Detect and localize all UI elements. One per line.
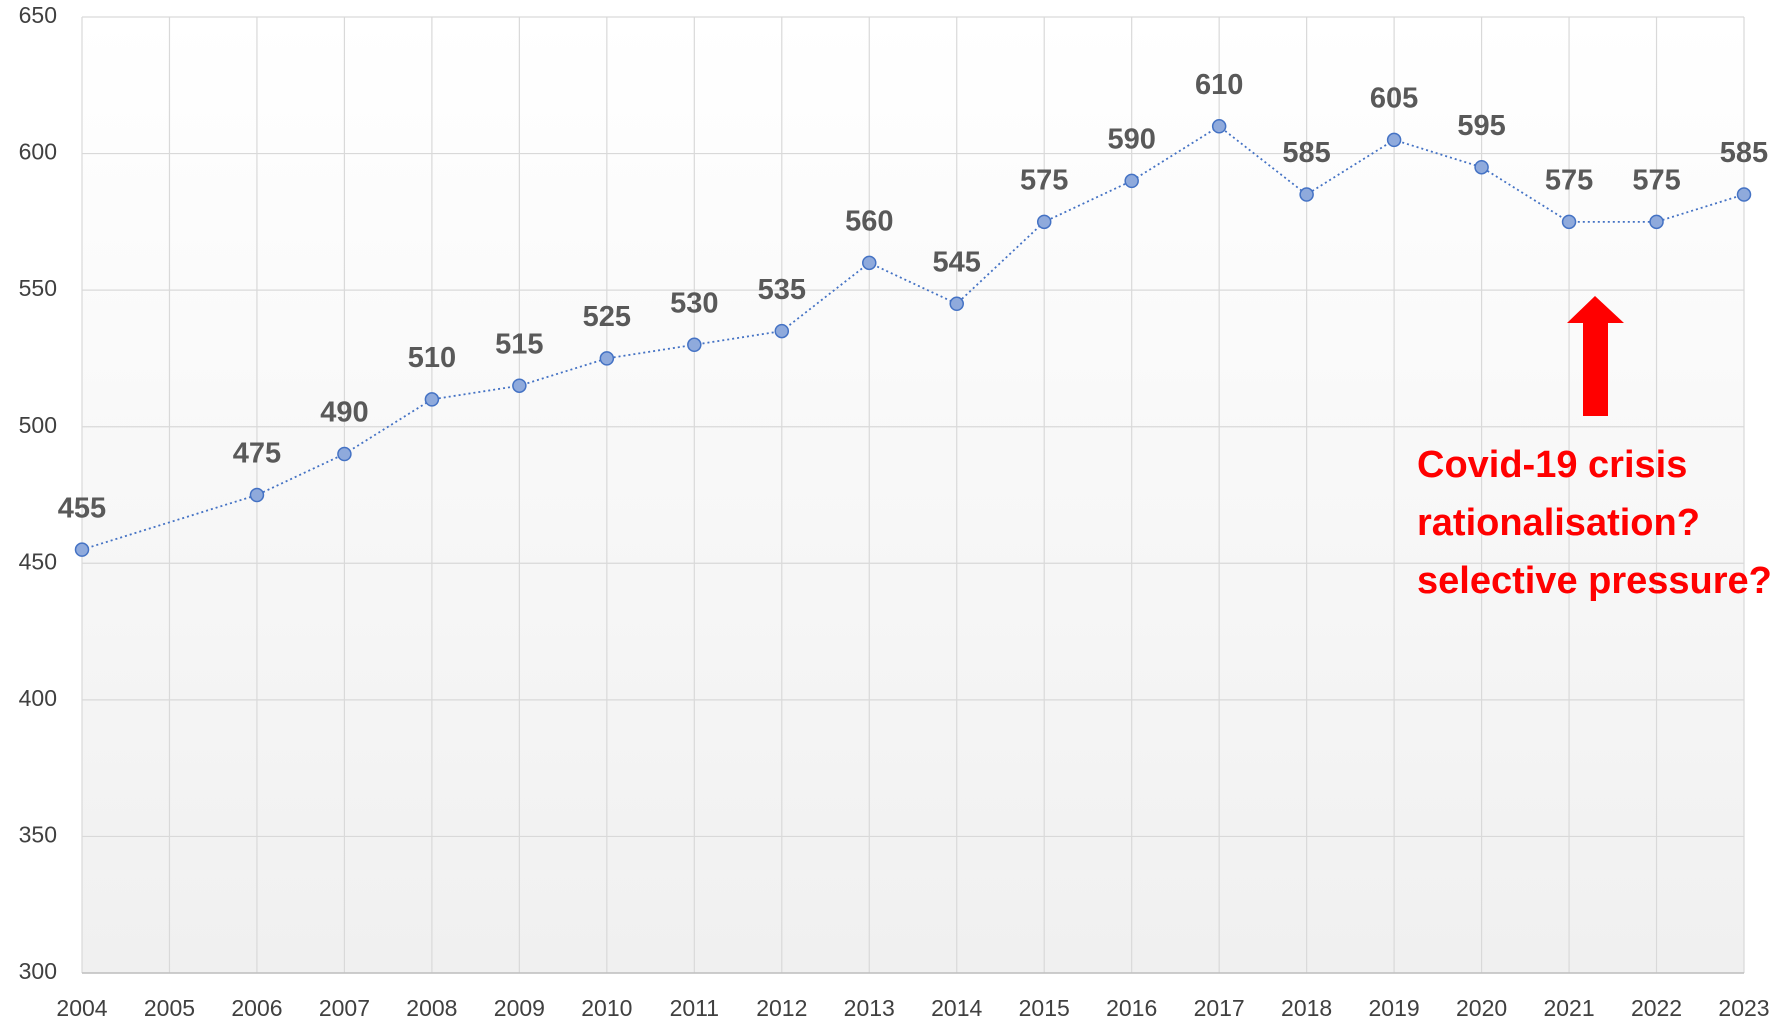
x-tick-label: 2008 bbox=[406, 995, 457, 1021]
data-label: 535 bbox=[758, 274, 806, 306]
data-point bbox=[337, 446, 352, 462]
data-label: 575 bbox=[1020, 165, 1068, 197]
x-tick-label: 2016 bbox=[1106, 995, 1157, 1021]
x-tick-label: 2021 bbox=[1543, 995, 1594, 1021]
x-tick-label: 2009 bbox=[494, 995, 545, 1021]
plot-area bbox=[82, 17, 1744, 973]
data-point bbox=[1036, 214, 1052, 230]
annotation: Covid-19 crisis bbox=[1417, 444, 1687, 486]
arrow bbox=[1567, 296, 1624, 416]
y-tick-label: 400 bbox=[19, 685, 57, 711]
data-label: 575 bbox=[1632, 165, 1680, 197]
x-tick-label: 2015 bbox=[1019, 995, 1070, 1021]
data-point bbox=[249, 487, 265, 503]
data-point bbox=[1124, 173, 1139, 189]
x-tick-label: 2004 bbox=[56, 995, 107, 1021]
data-label: 585 bbox=[1720, 137, 1768, 169]
data-label: 585 bbox=[1282, 137, 1330, 169]
y-tick-label: 300 bbox=[19, 958, 57, 984]
data-label: 515 bbox=[495, 328, 543, 360]
data-label: 595 bbox=[1457, 110, 1505, 142]
y-tick-label: 650 bbox=[19, 2, 57, 28]
x-tick-label: 2012 bbox=[756, 995, 807, 1021]
data-point bbox=[862, 255, 877, 271]
marks: 455 475 490 510 515 525 530 535 560 545 575 590 610 5… bbox=[58, 69, 1768, 557]
x-tick-label: 2023 bbox=[1718, 995, 1769, 1021]
x-tick-label: 2019 bbox=[1369, 995, 1420, 1021]
data-label: 575 bbox=[1545, 165, 1593, 197]
data-point bbox=[1736, 187, 1752, 202]
data-point bbox=[599, 351, 615, 366]
data-point bbox=[424, 392, 440, 407]
data-label: 605 bbox=[1370, 83, 1418, 115]
data-label: 530 bbox=[670, 287, 718, 319]
y-tick-label: 600 bbox=[19, 139, 57, 165]
data-point bbox=[512, 378, 527, 393]
data-label: 455 bbox=[58, 492, 106, 524]
x-tick-label: 2017 bbox=[1194, 995, 1245, 1021]
x-tick-label: 2018 bbox=[1281, 995, 1332, 1021]
x-tick-label: 2007 bbox=[319, 995, 370, 1021]
x-tick-label: 2020 bbox=[1456, 995, 1507, 1021]
x-tick-label: 2010 bbox=[581, 995, 632, 1021]
data-label: 560 bbox=[845, 205, 893, 237]
data-label: 525 bbox=[583, 301, 631, 333]
data-label: 590 bbox=[1107, 124, 1155, 156]
data-point bbox=[774, 323, 790, 339]
x-tick-label: 2005 bbox=[144, 995, 195, 1021]
data-point bbox=[1386, 132, 1402, 148]
data-point bbox=[687, 337, 702, 353]
x-tick-label: 2011 bbox=[670, 995, 719, 1021]
data-point bbox=[1211, 119, 1227, 134]
data-label: 545 bbox=[933, 246, 981, 278]
data-label: 510 bbox=[408, 342, 456, 374]
y-tick-label: 550 bbox=[19, 275, 57, 301]
data-point bbox=[74, 542, 90, 557]
annotation: selective pressure? bbox=[1417, 560, 1772, 602]
annotation: rationalisation? bbox=[1417, 502, 1700, 544]
data-point bbox=[1299, 187, 1314, 202]
data-label: 475 bbox=[233, 438, 281, 470]
data-label: 610 bbox=[1195, 69, 1243, 101]
x-tick-label: 2022 bbox=[1631, 995, 1682, 1021]
data-label: 490 bbox=[320, 397, 368, 429]
data-point bbox=[1649, 214, 1664, 230]
data-point bbox=[1474, 159, 1489, 175]
y-tick-label: 450 bbox=[19, 548, 57, 574]
y-tick-label: 500 bbox=[19, 412, 57, 438]
x-tick-label: 2013 bbox=[844, 995, 895, 1021]
data-point bbox=[1561, 214, 1577, 230]
data-point bbox=[949, 296, 964, 312]
y-tick-label: 350 bbox=[19, 822, 57, 848]
x-tick-label: 2014 bbox=[931, 995, 982, 1021]
grid bbox=[81, 16, 1745, 974]
x-tick-label: 2006 bbox=[231, 995, 282, 1021]
